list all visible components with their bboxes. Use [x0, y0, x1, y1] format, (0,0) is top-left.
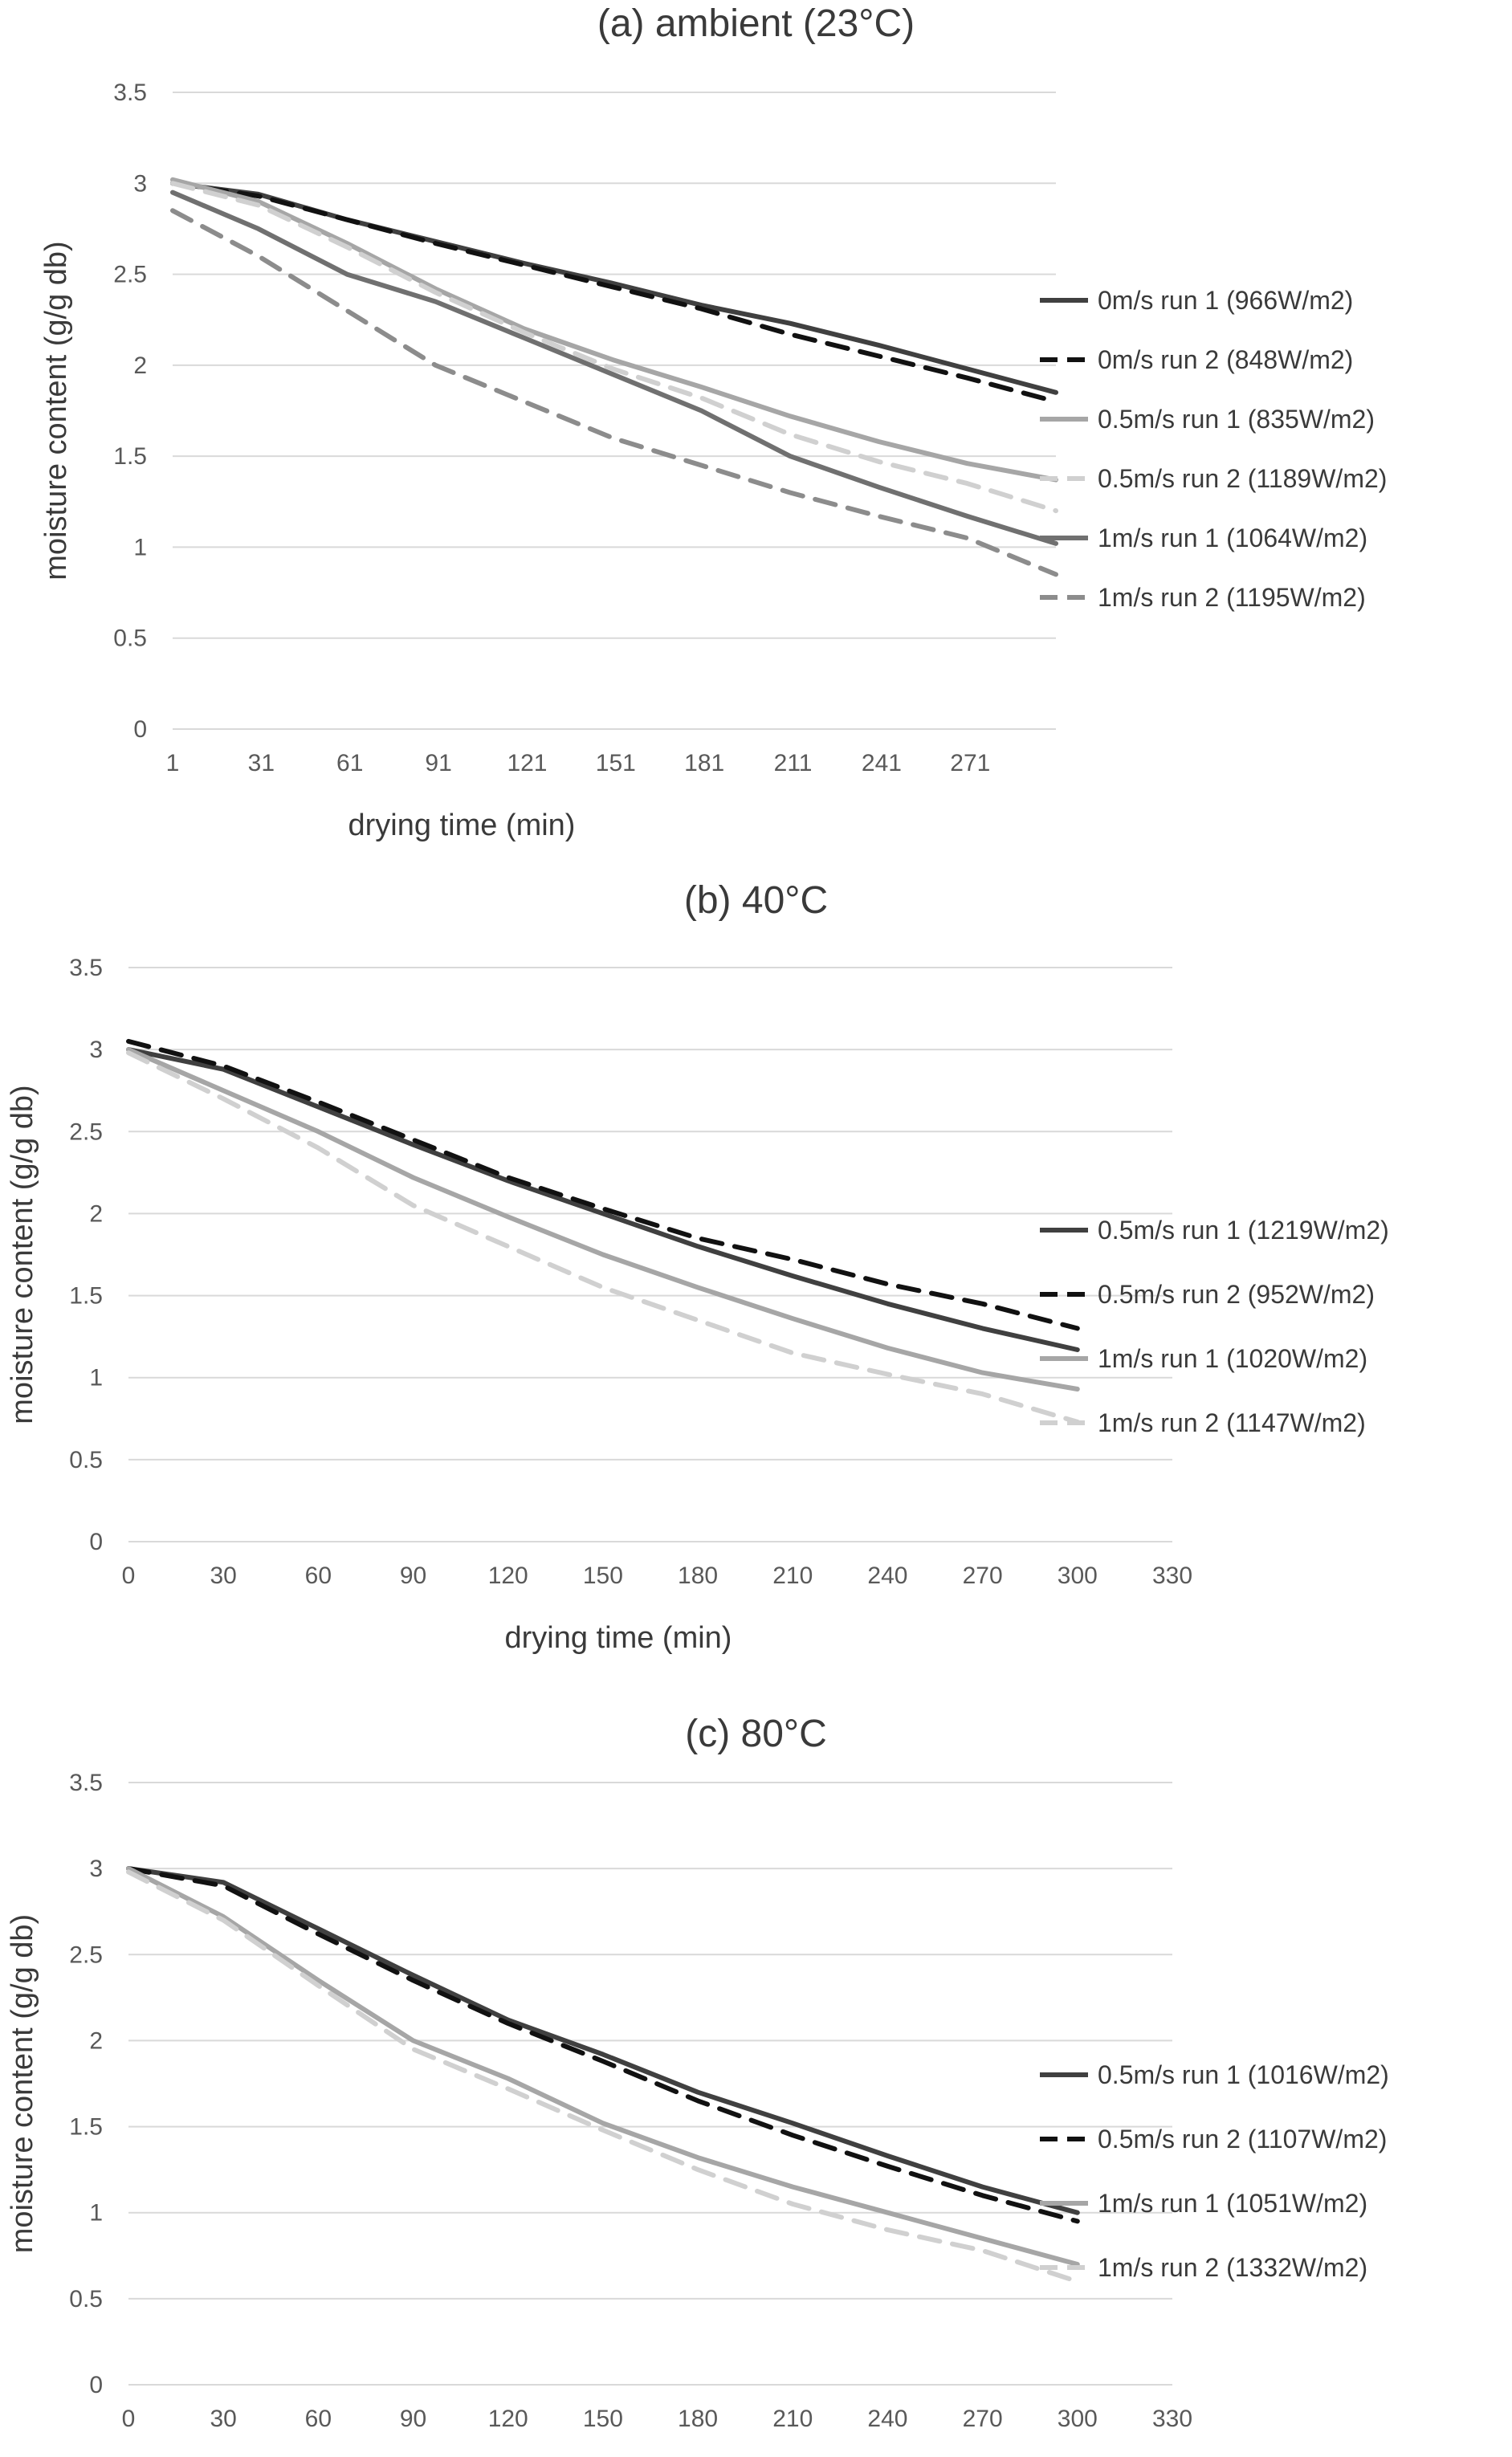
x-tick-label: 90 — [400, 2406, 426, 2432]
y-tick-label: 1.5 — [69, 1283, 103, 1310]
legend-entry: 1m/s run 2 (1332W/m2) — [1098, 2253, 1367, 2282]
x-tick-label: 270 — [963, 1563, 1003, 1589]
y-tick-label: 1.5 — [113, 443, 147, 470]
legend-entry: 1m/s run 1 (1051W/m2) — [1098, 2189, 1367, 2218]
chart-title: (b) 40°C — [683, 879, 829, 922]
legend-entry: 0.5m/s run 2 (1107W/m2) — [1098, 2125, 1387, 2153]
x-tick-label: 120 — [488, 2406, 528, 2432]
x-tick-label: 240 — [867, 2406, 907, 2432]
x-tick-label: 120 — [488, 1563, 528, 1589]
x-tick-label: 270 — [963, 2406, 1003, 2432]
x-tick-label: 121 — [507, 750, 547, 776]
x-tick-label: 330 — [1152, 2406, 1192, 2432]
series-line — [126, 1869, 1080, 2284]
y-tick-label: 2.5 — [69, 1942, 103, 1968]
x-tick-label: 31 — [248, 750, 275, 776]
x-tick-label: 30 — [210, 1563, 236, 1589]
y-tick-label: 3.5 — [69, 1770, 103, 1796]
y-tick-label: 0.5 — [69, 1447, 103, 1473]
chart-b-svg: 0 0.5 1 1.5 2 2.5 3 3.5 0 30 60 90 120 150 180 210 240 27… — [6, 955, 1389, 1655]
x-tick-label: 30 — [210, 2406, 236, 2432]
x-tick-label: 300 — [1058, 2406, 1098, 2432]
y-tick-label: 2.5 — [69, 1118, 103, 1145]
legend-entry: 0.5m/s run 2 (952W/m2) — [1098, 1280, 1375, 1309]
legend-entry: 0.5m/s run 1 (835W/m2) — [1098, 405, 1375, 434]
y-tick-label: 3 — [133, 170, 147, 197]
x-axis-label: drying time (min) — [505, 1621, 732, 1655]
y-axis-label: moisture content (g/g db) — [6, 1914, 39, 2253]
y-tick-label: 3.5 — [69, 955, 103, 981]
x-tick-label: 181 — [684, 750, 724, 776]
series-line — [170, 208, 1058, 577]
x-tick-label: 0 — [122, 2406, 136, 2432]
series-line — [170, 181, 1058, 405]
legend-entry: 1m/s run 2 (1195W/m2) — [1098, 583, 1366, 612]
x-tick-label: 90 — [400, 1563, 426, 1589]
chart-c-svg: 0 0.5 1 1.5 2 2.5 3 3.5 0 30 60 90 120 150 180 210 240 27… — [6, 1770, 1389, 2432]
legend-entry: 1m/s run 2 (1147W/m2) — [1098, 1408, 1366, 1437]
y-tick-label: 0 — [133, 716, 147, 743]
x-tick-label: 0 — [122, 1563, 136, 1589]
chart-a-svg: 0 0.5 1 1.5 2 2.5 3 3.5 1 31 61 91 121 151 181 211 241 27… — [39, 79, 1387, 842]
y-tick-label: 2 — [89, 1200, 103, 1227]
series-line — [170, 189, 1058, 546]
chart-title: (a) ambient (23°C) — [597, 2, 915, 45]
y-tick-label: 1 — [133, 534, 147, 560]
x-tick-label: 180 — [678, 1563, 718, 1589]
x-tick-label: 271 — [950, 750, 990, 776]
series-line — [126, 1038, 1080, 1331]
series-line — [126, 1050, 1080, 1424]
x-tick-label: 61 — [336, 750, 363, 776]
series-line — [170, 181, 1058, 514]
x-tick-label: 1 — [166, 750, 180, 776]
y-axis-label: moisture content (g/g db) — [6, 1085, 39, 1424]
legend-entry: 0.5m/s run 2 (1189W/m2) — [1098, 464, 1387, 493]
y-tick-label: 1 — [89, 2200, 103, 2227]
series-line — [126, 1866, 1080, 2224]
x-tick-label: 91 — [425, 750, 451, 776]
legend-entry: 0m/s run 1 (966W/m2) — [1098, 286, 1353, 315]
x-tick-label: 210 — [772, 1563, 813, 1589]
x-tick-label: 150 — [583, 1563, 623, 1589]
legend-entry: 0m/s run 2 (848W/m2) — [1098, 345, 1353, 374]
y-tick-label: 0 — [89, 1529, 103, 1555]
y-tick-label: 0.5 — [113, 625, 147, 652]
x-tick-label: 60 — [305, 2406, 332, 2432]
y-tick-label: 3.5 — [113, 79, 147, 106]
series-line — [170, 177, 1058, 483]
y-tick-label: 3 — [89, 1037, 103, 1063]
x-tick-label: 330 — [1152, 1563, 1192, 1589]
chart-panel-c: (c) 80°C 0 0.5 1 1.5 2 2.5 3 3.5 0 30 60 90 120 150 18… — [0, 1710, 1512, 2457]
y-tick-label: 3 — [89, 1856, 103, 1882]
x-tick-label: 211 — [774, 750, 813, 776]
series-line — [126, 1047, 1080, 1391]
x-tick-label: 241 — [862, 750, 902, 776]
x-tick-label: 151 — [596, 750, 636, 776]
chart-panel-a: (a) ambient (23°C) 0 0.5 1 1.5 2 2.5 3 3.5 1 31 61… — [0, 0, 1512, 851]
legend-entry: 1m/s run 1 (1064W/m2) — [1098, 524, 1367, 552]
legend-entry: 0.5m/s run 1 (1016W/m2) — [1098, 2060, 1389, 2089]
legend-entry: 1m/s run 1 (1020W/m2) — [1098, 1344, 1367, 1373]
x-tick-label: 240 — [867, 1563, 907, 1589]
series-line — [126, 1047, 1080, 1352]
y-tick-label: 1 — [89, 1365, 103, 1391]
x-tick-label: 300 — [1058, 1563, 1098, 1589]
y-tick-label: 1.5 — [69, 2114, 103, 2141]
y-tick-label: 0.5 — [69, 2286, 103, 2312]
x-tick-label: 60 — [305, 1563, 332, 1589]
series-line — [126, 1866, 1080, 2215]
y-tick-label: 2.5 — [113, 262, 147, 288]
y-tick-label: 0 — [89, 2372, 103, 2398]
y-tick-label: 2 — [133, 352, 147, 379]
x-tick-label: 150 — [583, 2406, 623, 2432]
chart-title: (c) 80°C — [685, 1713, 827, 1755]
chart-panel-b: (b) 40°C 0 0.5 1 1.5 2 2.5 3 3.5 0 30 60 90 120 150 18… — [0, 875, 1512, 1678]
x-tick-label: 180 — [678, 2406, 718, 2432]
x-axis-label: drying time (min) — [348, 809, 576, 842]
y-axis-label: moisture content (g/g db) — [39, 241, 73, 580]
legend-entry: 0.5m/s run 1 (1219W/m2) — [1098, 1216, 1389, 1245]
series-line — [126, 1866, 1080, 2267]
y-tick-label: 2 — [89, 2027, 103, 2054]
x-tick-label: 210 — [772, 2406, 813, 2432]
